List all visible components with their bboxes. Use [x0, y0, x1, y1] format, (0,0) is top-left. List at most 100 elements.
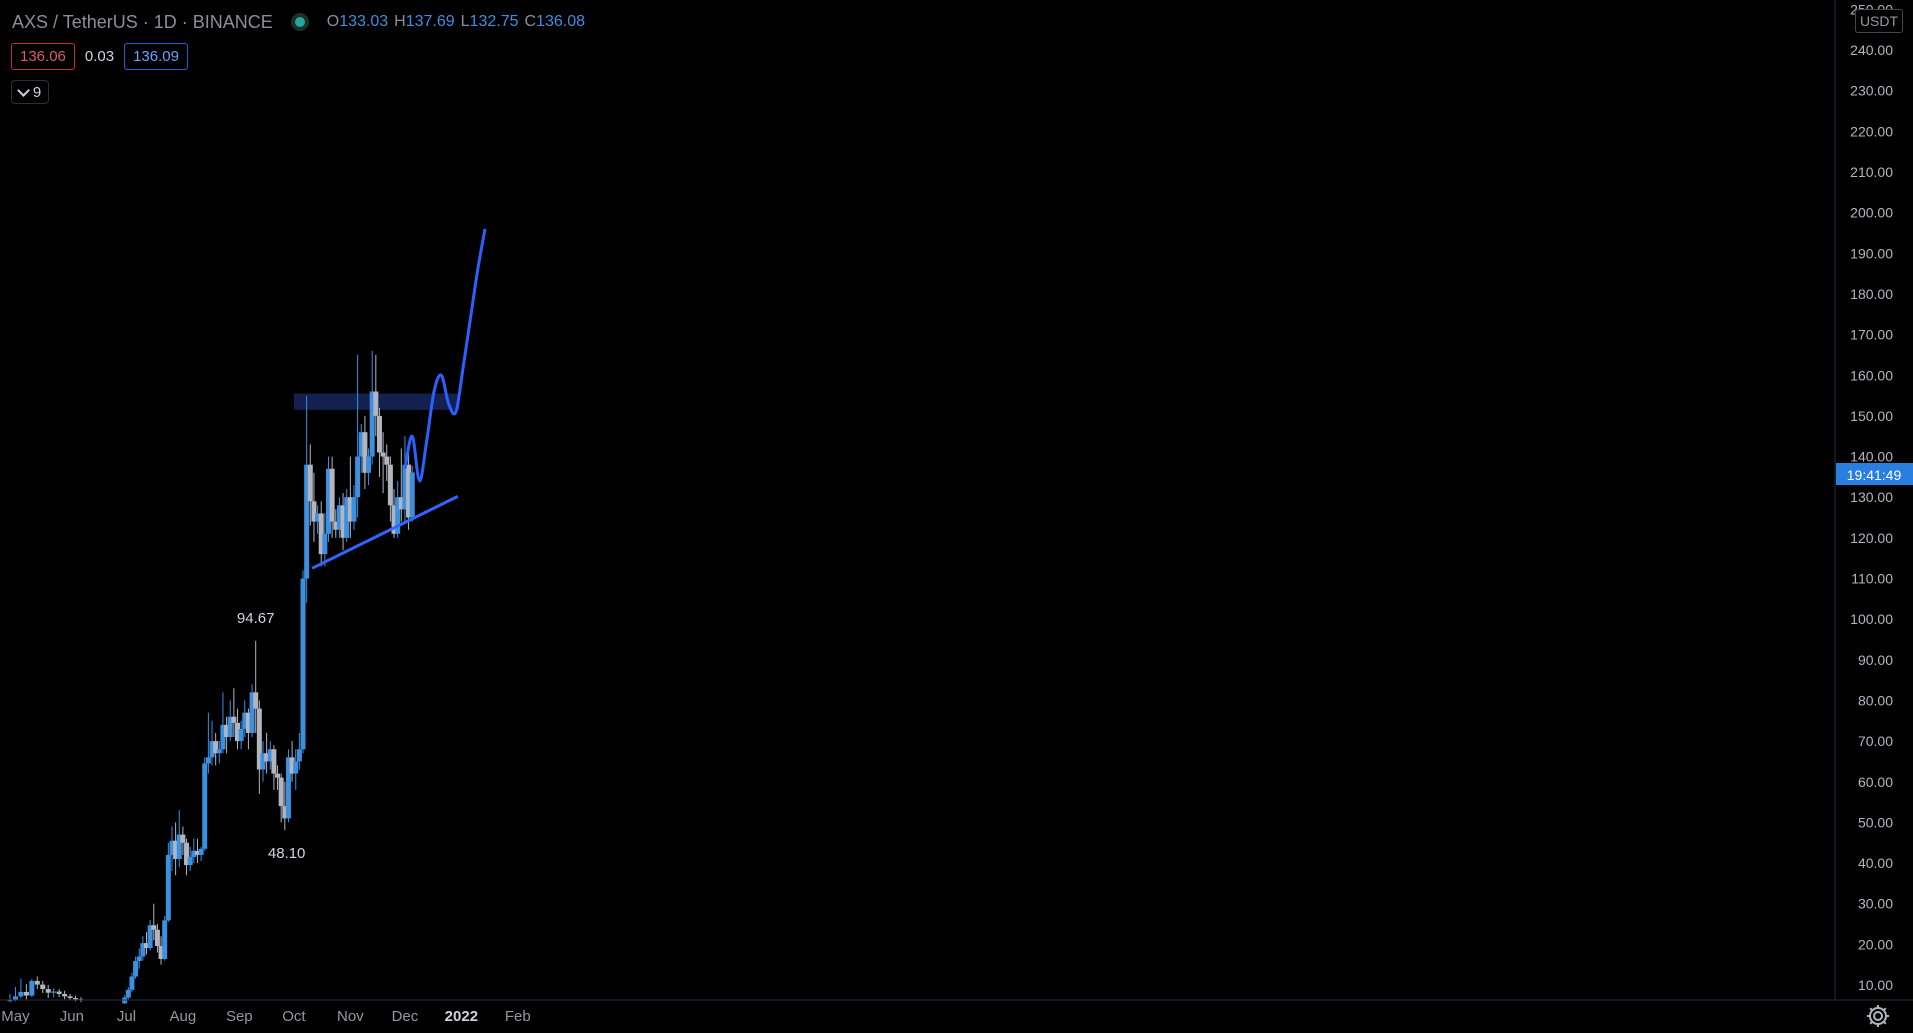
candle-body — [315, 513, 321, 522]
candle-body — [398, 497, 404, 510]
candle — [147, 919, 153, 951]
candle-body — [140, 943, 146, 957]
indicators-toggle[interactable]: 9 — [11, 80, 49, 104]
y-tick-label: 240.00 — [1850, 42, 1893, 58]
candle-body — [191, 850, 197, 857]
high-value: 137.69 — [405, 13, 455, 30]
x-tick-label: Aug — [170, 1008, 197, 1025]
price-annotation: 94.67 — [237, 610, 275, 627]
candle-body — [184, 842, 190, 866]
annotations: 94.67 48.10 — [237, 610, 305, 862]
candle — [340, 493, 346, 551]
candle-body — [202, 763, 208, 849]
candle-body — [391, 505, 397, 534]
candle — [391, 489, 397, 538]
candle — [245, 708, 251, 750]
candle — [169, 826, 175, 872]
candle-body — [173, 840, 179, 859]
candle — [300, 570, 306, 754]
candle-body — [282, 806, 288, 819]
candle-body — [187, 856, 193, 866]
buy-button[interactable]: 136.09 — [124, 42, 188, 70]
x-tick-label: Jul — [117, 1008, 136, 1025]
candle — [162, 915, 168, 961]
candle — [125, 987, 131, 1000]
candle — [395, 480, 401, 538]
candle-body — [51, 991, 57, 993]
candle — [307, 444, 313, 526]
candle-body — [289, 757, 295, 774]
y-tick-label: 120.00 — [1850, 530, 1893, 546]
candle-body — [409, 472, 415, 518]
candle — [158, 936, 164, 965]
symbol-title[interactable]: AXS / TetherUS · 1D · BINANCE — [12, 11, 273, 32]
candle — [358, 424, 364, 473]
candle-body — [169, 840, 175, 855]
y-tick-label: 10.00 — [1858, 977, 1893, 993]
candle — [387, 456, 393, 522]
candle-body — [376, 415, 382, 453]
y-tick-label: 60.00 — [1858, 774, 1893, 790]
candle-body — [278, 777, 284, 807]
candle — [238, 720, 244, 750]
countdown-label: 19:41:49 — [1847, 467, 1902, 483]
y-tick-label: 110.00 — [1851, 571, 1893, 587]
y-tick-label: 160.00 — [1850, 367, 1893, 383]
candle — [402, 436, 408, 522]
candle-series — [7, 350, 415, 1005]
support-trendline[interactable] — [311, 495, 459, 570]
candle — [133, 956, 139, 979]
candle — [165, 842, 171, 922]
y-tick-label: 20.00 — [1858, 936, 1893, 952]
currency-unit-button[interactable]: USDT — [1855, 9, 1903, 33]
candle-body — [380, 452, 386, 457]
x-tick-label: Jun — [60, 1008, 84, 1025]
x-tick-label: Sep — [226, 1008, 253, 1025]
candle — [260, 741, 266, 782]
indicator-count: 9 — [32, 83, 42, 101]
price-axis[interactable]: 10.00 20.00 30.00 40.00 50.00 60.00 70.00 80.00… — [1850, 1, 1893, 993]
candle-body — [231, 716, 237, 723]
candle — [144, 932, 149, 955]
candle-body — [326, 468, 331, 534]
time-axis[interactable]: May Jun Jul Aug Sep Oct Nov Dec 2022 Feb — [1, 1008, 530, 1025]
candle — [326, 456, 331, 542]
y-tick-label: 130.00 — [1850, 489, 1893, 505]
candle — [398, 448, 404, 522]
candle — [194, 838, 200, 864]
candle — [406, 452, 412, 530]
candle — [56, 989, 62, 998]
candle — [264, 732, 270, 774]
high-key: H — [394, 13, 406, 30]
candle — [62, 990, 68, 1000]
market-open-dot-icon — [294, 17, 305, 27]
candle-body — [253, 692, 259, 709]
candle — [136, 948, 142, 969]
candle-body — [329, 468, 335, 522]
candle-body — [351, 497, 357, 522]
candle — [296, 732, 302, 770]
candle — [231, 688, 237, 738]
candle-body — [333, 521, 339, 530]
sell-button[interactable]: 136.06 — [11, 42, 75, 70]
projection-path[interactable] — [403, 228, 487, 483]
candle-body — [133, 961, 139, 977]
candle — [355, 354, 361, 518]
last-price-tag: 19:41:49 — [1836, 463, 1913, 485]
candle-body — [242, 712, 248, 729]
y-tick-label: 180.00 — [1850, 286, 1893, 302]
candle-body — [147, 925, 153, 949]
candle — [282, 781, 288, 831]
candle — [311, 472, 317, 542]
candle — [322, 513, 328, 567]
gear-icon[interactable] — [1864, 1002, 1892, 1030]
candle-body — [304, 464, 310, 579]
spread-value: 0.03 — [84, 47, 115, 65]
candle — [336, 497, 342, 538]
candle — [154, 924, 160, 953]
candle-body — [256, 708, 262, 770]
candle — [249, 684, 255, 738]
candle — [329, 456, 335, 538]
candle — [151, 903, 157, 941]
